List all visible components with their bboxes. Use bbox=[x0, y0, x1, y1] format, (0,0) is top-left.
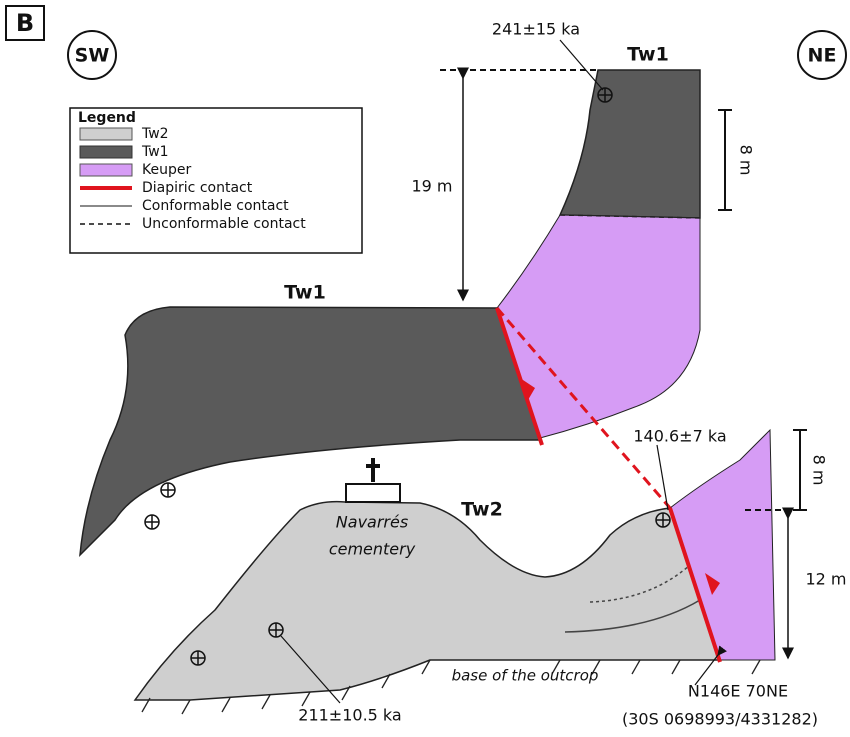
cemetery-label: Navarrés bbox=[336, 513, 408, 532]
measure-label: 8 m bbox=[737, 145, 756, 176]
orientation-left: SW bbox=[75, 45, 110, 67]
scale-bar bbox=[718, 110, 732, 210]
cemetery-label: cementery bbox=[329, 540, 416, 559]
leader-line bbox=[560, 40, 603, 90]
measure-label: 19 m bbox=[411, 177, 452, 196]
orientation-right: NE bbox=[808, 45, 837, 67]
legend-item: Tw2 bbox=[141, 126, 169, 142]
date-label: 241±15 ka bbox=[492, 20, 580, 39]
cemetery-icon bbox=[346, 484, 400, 502]
date-label: 140.6±7 ka bbox=[633, 427, 726, 446]
legend-item: Keuper bbox=[142, 162, 191, 178]
panel-label: B bbox=[16, 9, 34, 37]
leader-line bbox=[657, 445, 668, 510]
unit-label: Tw1 bbox=[284, 282, 326, 304]
unit-label: Tw1 bbox=[627, 44, 669, 66]
measure-label: 8 m bbox=[810, 455, 829, 486]
base-label: base of the outcrop bbox=[452, 667, 599, 685]
scale-bar bbox=[793, 430, 807, 510]
legend-item: Unconformable contact bbox=[142, 216, 306, 232]
legend-swatch bbox=[80, 128, 132, 140]
unit-label: Tw2 bbox=[461, 499, 503, 521]
cemetery-cross bbox=[366, 458, 380, 482]
legend-swatch bbox=[80, 164, 132, 176]
tw1-upper bbox=[560, 70, 700, 218]
strike-label: N146E 70NE bbox=[688, 682, 788, 701]
legend-item: Tw1 bbox=[141, 144, 169, 160]
legend-title: Legend bbox=[78, 110, 136, 126]
tw2 bbox=[135, 502, 720, 700]
legend-item: Diapiric contact bbox=[142, 180, 253, 196]
legend-swatch bbox=[80, 146, 132, 158]
coordinates-label: (30S 0698993/4331282) bbox=[622, 710, 818, 729]
measure-label: 12 m bbox=[805, 570, 846, 589]
diagram: B SW NE Legend Tw bbox=[0, 0, 850, 737]
legend-item: Conformable contact bbox=[142, 198, 289, 214]
date-label: 211±10.5 ka bbox=[298, 706, 401, 725]
